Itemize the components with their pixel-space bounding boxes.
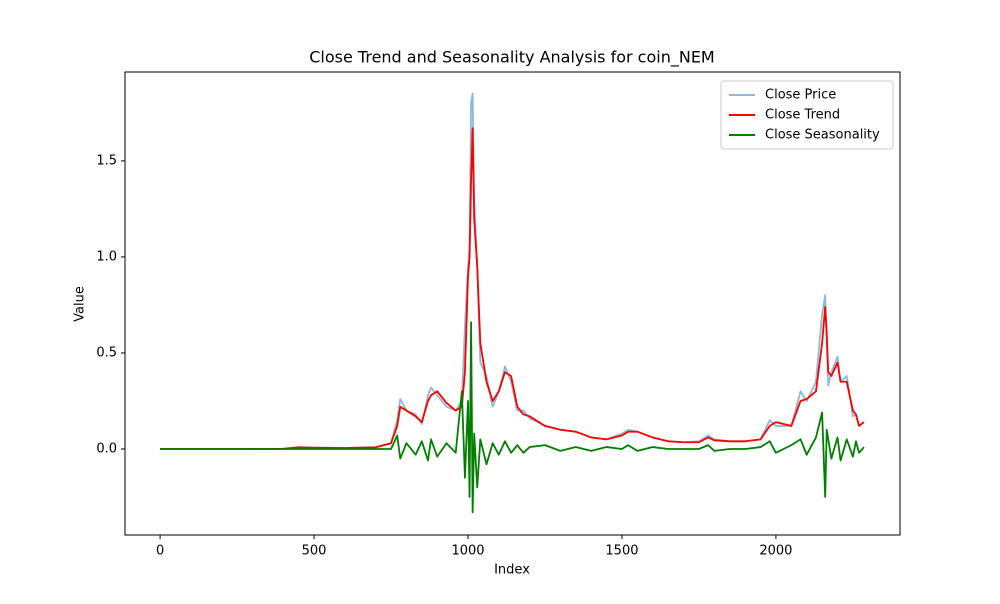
plot-frame xyxy=(124,71,901,536)
legend-label: Close Price xyxy=(765,88,836,103)
x-tick-label: 0 xyxy=(156,544,164,559)
y-tick-label: 1.5 xyxy=(96,153,117,168)
y-tick-label: 0.5 xyxy=(96,345,117,360)
x-tick-label: 1500 xyxy=(605,544,638,559)
x-axis-label: Index xyxy=(494,563,530,578)
x-tick-label: 2000 xyxy=(759,544,792,559)
x-tick-label: 500 xyxy=(302,544,327,559)
legend-box xyxy=(720,80,894,150)
y-tick-label: 1.0 xyxy=(96,249,117,264)
y-axis-label: Value xyxy=(73,286,88,322)
y-tick-label: 0.0 xyxy=(96,441,117,456)
series-line xyxy=(160,127,865,450)
chart-title: Close Trend and Seasonality Analysis for… xyxy=(309,48,714,68)
x-tick-label: 1000 xyxy=(451,544,484,559)
legend-label: Close Trend xyxy=(765,108,840,123)
series-line xyxy=(160,321,865,514)
series-line xyxy=(160,92,865,450)
legend-label: Close Seasonality xyxy=(765,128,880,143)
